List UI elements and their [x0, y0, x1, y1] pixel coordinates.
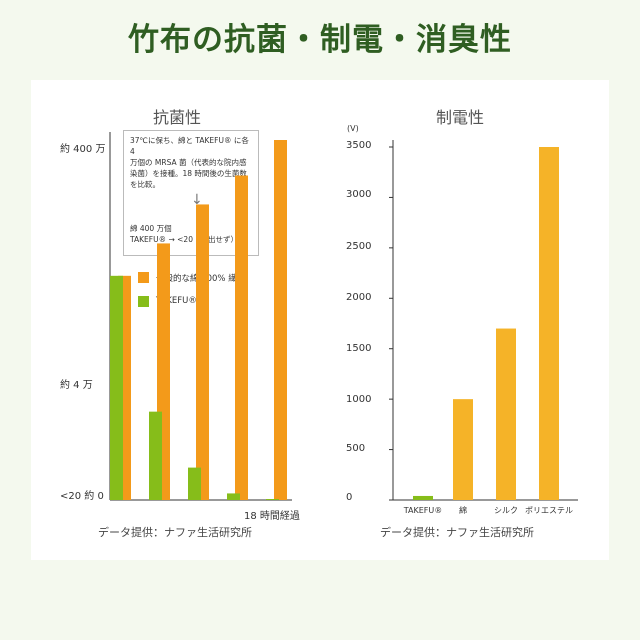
antibacterial-ytick-mid: 約 4 万: [60, 380, 93, 391]
antistatic-ytick-2000: 2000: [346, 292, 372, 303]
antistatic-ytick-1000: 1000: [346, 394, 372, 405]
takefu-bar: [188, 467, 201, 500]
antistatic-ytick-2500: 2500: [346, 241, 372, 252]
antistatic-ytick-1500: 1500: [346, 343, 372, 354]
note-line-3: 染菌）を接種。18 時間後の生菌数: [130, 169, 247, 178]
note-line-2: 万個の MRSA 菌（代表的な院内感: [130, 158, 247, 167]
antistatic-x-tick-label: TAKEFU®: [403, 506, 443, 515]
antibacterial-title: 抗菌性: [153, 108, 202, 127]
antibacterial-ytick-bottom: <20 約 0: [60, 491, 104, 502]
antistatic-x-tick-label: 綿: [459, 505, 467, 515]
page-headline: 竹布の抗菌・制電・消臭性: [128, 22, 512, 58]
antibacterial-source: データ提供：ナファ生活研究所: [98, 526, 252, 539]
legend-swatch-takefu: [138, 296, 149, 307]
down-arrow-icon: ↓: [191, 192, 203, 208]
cotton-bar: [274, 140, 287, 500]
note-line-4: を比較。: [130, 180, 160, 189]
antistatic-ytick-3000: 3000: [346, 189, 372, 200]
antistatic-bar: [539, 147, 559, 500]
note-result-2: TAKEFU® → <20（検出せず）: [130, 235, 238, 244]
antistatic-unit: (V): [347, 124, 359, 133]
note-line-1: 37℃に保ち、綿と TAKEFU® に各 4: [130, 136, 249, 156]
note-result-1: 綿 400 万個: [130, 224, 172, 233]
antistatic-bar: [413, 495, 433, 500]
antistatic-bar: [496, 328, 516, 500]
antistatic-source: データ提供：ナファ生活研究所: [380, 526, 534, 539]
legend-swatch-cotton: [138, 272, 149, 283]
legend-label-takefu: TAKEFU®: [156, 296, 197, 306]
cotton-bar: [196, 204, 209, 500]
antibacterial-ytick-top: 約 400 万: [60, 144, 106, 155]
antibacterial-xlabel: 18 時間経過: [244, 511, 300, 522]
antistatic-bar: [453, 399, 473, 500]
antistatic-x-tick-label: シルク: [494, 506, 518, 515]
takefu-bar: [266, 499, 279, 500]
antistatic-title: 制電性: [436, 108, 485, 127]
takefu-bar: [227, 493, 240, 500]
antistatic-x-tick-label: ポリエステル: [525, 506, 573, 515]
experiment-note: 37℃に保ち、綿と TAKEFU® に各 4 万個の MRSA 菌（代表的な院内…: [123, 130, 259, 256]
cotton-bar: [235, 175, 248, 500]
antistatic-ytick-0: 0: [346, 492, 353, 503]
takefu-bar: [149, 411, 162, 500]
antistatic-ytick-500: 500: [346, 443, 366, 454]
antistatic-ytick-3500: 3500: [346, 140, 372, 151]
takefu-bar: [110, 275, 123, 500]
